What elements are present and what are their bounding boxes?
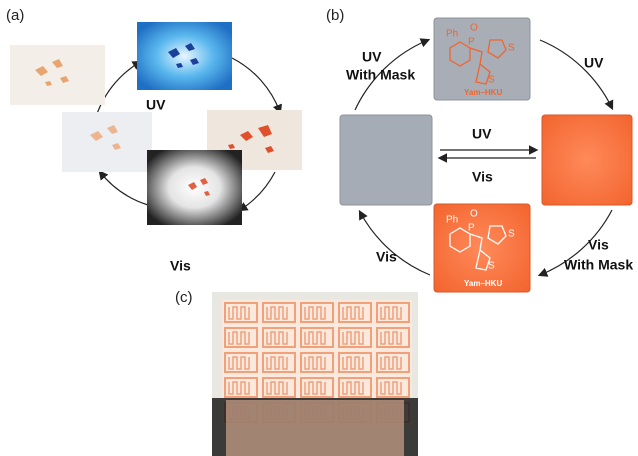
structure-label: O — [470, 23, 478, 34]
annotation: Vis — [472, 169, 493, 185]
cycle-arrow — [539, 39, 614, 111]
annotation: Vis — [170, 258, 191, 274]
annotation: With Mask — [346, 67, 415, 83]
annotation: With Mask — [564, 257, 633, 273]
cycle-arrow — [231, 57, 282, 115]
photo — [137, 22, 232, 90]
film — [541, 114, 633, 206]
substrate-lower — [226, 400, 404, 456]
annotation: UV — [146, 97, 166, 113]
annotation: UV — [584, 55, 604, 71]
cycle-arrow — [537, 209, 613, 277]
panel-label: (c) — [175, 289, 193, 306]
structure-label: P — [468, 223, 475, 234]
photo — [62, 112, 152, 172]
cycle-arrow — [237, 171, 276, 212]
annotation: UV — [362, 49, 382, 65]
structure-label: S — [488, 75, 495, 86]
crystals — [228, 125, 274, 153]
structure-label: Ph — [446, 215, 458, 226]
crystals — [168, 43, 199, 68]
cycle-arrow — [354, 38, 431, 111]
cycle-arrow — [358, 209, 431, 276]
film-masked: Ph O P S S Yam–HKU — [433, 203, 531, 293]
film-masked: Ph O P S S Yam–HKU — [433, 17, 531, 101]
logo: Yam–HKU — [464, 88, 502, 97]
structure-label: S — [508, 43, 515, 54]
panel-label: (a) — [6, 7, 24, 24]
structure-label: P — [468, 37, 475, 48]
film — [339, 114, 433, 206]
logo: Yam–HKU — [464, 279, 502, 288]
structure-label: Ph — [446, 29, 458, 40]
annotation: UV — [472, 126, 492, 142]
structure-label: O — [470, 209, 478, 220]
structure-label: S — [488, 261, 495, 272]
annotation: Vis — [588, 237, 609, 253]
cycle-arrow — [98, 170, 149, 206]
crystals — [35, 59, 69, 86]
crystals — [188, 178, 210, 196]
structure-label: S — [508, 229, 515, 240]
crystals — [90, 125, 121, 150]
annotation: Vis — [376, 249, 397, 265]
panel-label: (b) — [326, 7, 344, 24]
photo — [10, 45, 105, 105]
